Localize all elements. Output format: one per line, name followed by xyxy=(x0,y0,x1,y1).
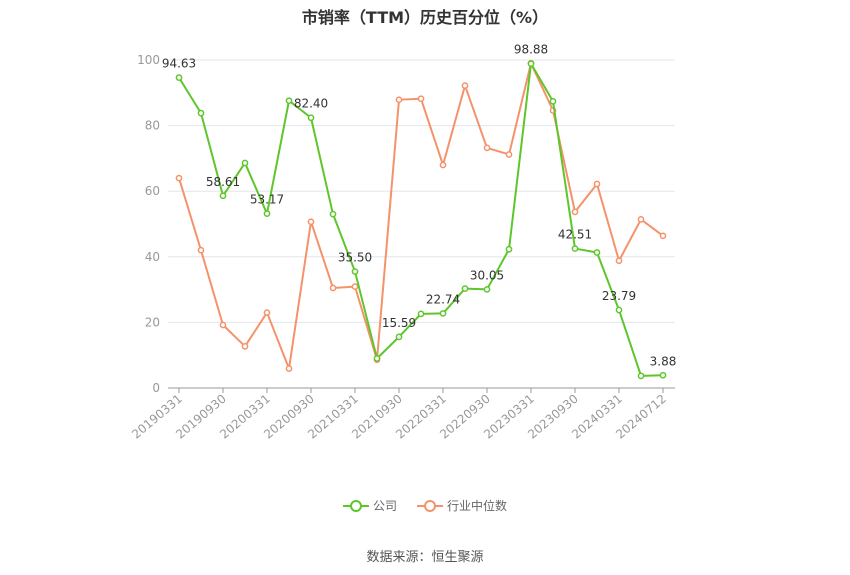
data-point-company xyxy=(637,372,645,380)
data-point-company xyxy=(241,159,249,167)
data-point-company xyxy=(373,355,381,362)
y-tick-label: 0 xyxy=(152,381,160,395)
data-point-company xyxy=(307,114,315,122)
data-point-industry-median xyxy=(483,144,491,152)
data-point-industry-median xyxy=(329,284,337,292)
data-point-company xyxy=(505,245,513,253)
data-label: 3.88 xyxy=(650,354,677,368)
data-point-company xyxy=(285,97,293,105)
data-point-company xyxy=(549,97,557,105)
data-label: 22.74 xyxy=(426,292,460,306)
data-label: 23.79 xyxy=(602,289,636,303)
data-label: 98.88 xyxy=(514,43,548,57)
data-label: 42.51 xyxy=(558,228,592,242)
data-point-company xyxy=(483,286,491,293)
data-point-industry-median xyxy=(593,180,601,188)
data-point-company xyxy=(263,210,271,217)
data-point-industry-median xyxy=(659,232,667,240)
data-point-company xyxy=(659,371,667,379)
data-point-industry-median xyxy=(175,174,183,182)
y-tick-label: 40 xyxy=(145,250,160,264)
legend-item-company[interactable]: 公司 xyxy=(342,497,397,514)
data-point-industry-median xyxy=(571,208,579,216)
axes: 0204060801002019033120190930202003312020… xyxy=(129,53,675,442)
data-point-industry-median xyxy=(307,218,315,226)
data-point-company xyxy=(219,192,227,200)
series-lines xyxy=(175,59,667,380)
data-point-industry-median xyxy=(263,309,271,316)
series-line-company xyxy=(178,62,664,377)
data-point-industry-median xyxy=(219,321,227,329)
data-point-company xyxy=(461,285,469,292)
data-point-company xyxy=(395,333,403,341)
data-point-industry-median xyxy=(505,151,513,158)
data-label: 15.59 xyxy=(382,316,416,330)
data-point-company xyxy=(351,268,359,275)
data-point-industry-median xyxy=(395,96,403,104)
chart-title: 市销率（TTM）历史百分位（%） xyxy=(301,8,549,27)
data-point-company xyxy=(329,210,337,218)
data-label: 94.63 xyxy=(162,57,196,71)
data-point-industry-median xyxy=(439,161,447,169)
data-point-company xyxy=(593,249,601,256)
data-point-industry-median xyxy=(351,283,359,290)
legend: 公司 行业中位数 xyxy=(0,497,850,514)
y-tick-label: 20 xyxy=(145,315,160,329)
y-tick-label: 80 xyxy=(145,119,160,133)
data-label: 53.17 xyxy=(250,193,284,207)
data-point-industry-median xyxy=(241,342,249,350)
legend-marker-industry-median xyxy=(417,499,443,513)
data-label: 30.05 xyxy=(470,268,504,282)
data-label: 58.61 xyxy=(206,175,240,189)
data-point-industry-median xyxy=(197,246,205,254)
legend-marker-company xyxy=(342,499,369,513)
data-point-company xyxy=(571,245,579,252)
data-label: 82.40 xyxy=(294,97,328,111)
data-point-company xyxy=(417,310,425,318)
y-tick-label: 60 xyxy=(145,184,160,198)
data-labels: 94.63 58.61 53.17 82.40 35.50 15.59 22.74 30.05… xyxy=(162,43,677,369)
data-point-company xyxy=(527,60,535,68)
data-point-industry-median xyxy=(285,365,293,372)
data-point-company xyxy=(615,306,623,314)
data-source-note: 数据来源：恒生聚源 xyxy=(366,550,484,565)
legend-label-industry-median: 行业中位数 xyxy=(447,499,508,513)
y-tick-label: 100 xyxy=(137,53,160,67)
legend-label-company: 公司 xyxy=(372,499,397,513)
data-point-company xyxy=(197,109,205,117)
data-label: 35.50 xyxy=(338,251,372,265)
data-point-company xyxy=(175,74,183,81)
data-point-industry-median xyxy=(417,95,425,103)
legend-item-industry-median[interactable]: 行业中位数 xyxy=(417,497,507,514)
data-point-industry-median xyxy=(637,216,645,223)
data-point-company xyxy=(439,310,447,317)
data-point-industry-median xyxy=(461,82,469,89)
data-point-industry-median xyxy=(615,257,623,265)
